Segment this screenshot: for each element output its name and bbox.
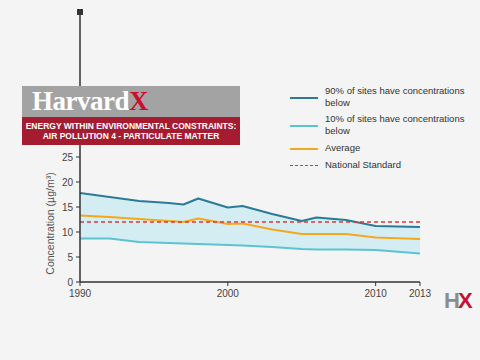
logo-text-main: Harvard [32,86,129,116]
legend-swatch [290,148,318,150]
y-tick-label: 25 [62,152,74,163]
series-line [80,221,420,223]
plot-area [80,193,420,254]
y-tick-label: 15 [62,202,74,213]
x-tick-label: 2000 [217,288,240,299]
range-band [80,193,420,254]
x-tick [80,282,81,286]
legend-label: Average [325,142,465,154]
legend-label: National Standard [325,159,465,171]
legend-swatch [290,165,318,166]
legend-label: 90% of sites have concentrations below [325,85,465,109]
x-tick-label: 2010 [365,288,388,299]
legend-item: 90% of sites have concentrations below [290,84,470,110]
corner-logo: HX [444,288,471,314]
legend-swatch [290,125,318,127]
x-tick-label: 2013 [409,288,432,299]
y-tick-label: 5 [67,252,73,263]
x-tick [420,282,421,286]
series-line [80,193,420,227]
legend-label: 10% of sites have concentrations below [325,113,465,137]
x-tick [227,282,228,286]
y-axis [79,12,81,282]
y-tick [76,282,80,283]
title: ENERGY WITHIN ENVIRONMENTAL CONSTRAINTS: [22,121,240,131]
series-line [80,216,420,240]
x-tick-label: 1990 [69,288,92,299]
title-banner: ENERGY WITHIN ENVIRONMENTAL CONSTRAINTS:… [22,117,240,145]
page: 0 5 10 15 20 25 1990 2000 2010 2013 Concentration … [0,0,480,360]
corner-logo-x: X [458,288,471,313]
y-tick-label: 0 [67,277,73,288]
y-tick-label: 10 [62,227,74,238]
y-tick [76,157,80,158]
y-axis-cap [77,9,83,15]
y-axis-label: Concentration (µg/m³) [44,172,56,274]
chart: 0 5 10 15 20 25 1990 2000 2010 2013 Concentration … [0,0,480,360]
subtitle: AIR POLLUTION 4 - PARTICULATE MATTER [22,131,240,141]
x-axis [80,281,420,283]
series-line [80,239,420,254]
y-tick [76,257,80,258]
y-tick [76,182,80,183]
y-tick-label: 20 [62,177,74,188]
legend-item: 10% of sites have concentrations below [290,112,470,138]
legend-item: National Standard [290,157,470,172]
y-tick [76,207,80,208]
logo-text-x: X [129,86,148,116]
logo-box: HarvardX [22,86,240,117]
x-tick [375,282,376,286]
y-tick [76,232,80,233]
corner-logo-h: H [444,288,458,313]
legend-swatch [290,97,318,99]
logo-text: HarvardX [32,87,148,116]
legend-item: Average [290,140,470,155]
